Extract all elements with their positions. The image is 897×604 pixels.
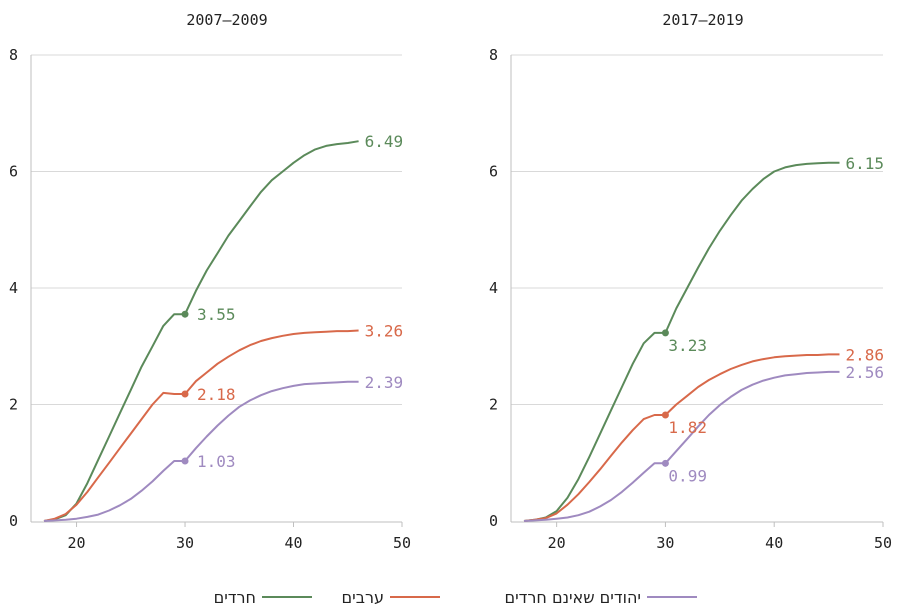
y-tick-label: 4 bbox=[9, 279, 18, 297]
legend-label-haredim: חרדים bbox=[214, 588, 256, 604]
y-tick-label: 0 bbox=[9, 512, 18, 530]
y-tick-label: 0 bbox=[489, 512, 498, 530]
legend: חרדים ערבים יהודים שאינם חרדים bbox=[214, 588, 697, 604]
series-line-arabs bbox=[43, 329, 359, 522]
x-tick-label: 20 bbox=[68, 534, 86, 552]
series-line-non-haredi-jews bbox=[43, 380, 359, 522]
point-marker-arabs bbox=[181, 390, 189, 398]
point-label-haredim: 3.55 bbox=[197, 305, 236, 324]
x-tick-label: 40 bbox=[765, 534, 783, 552]
x-tick-label: 50 bbox=[874, 534, 892, 552]
y-tick-label: 6 bbox=[489, 163, 498, 181]
point-label-arabs: 1.82 bbox=[668, 418, 707, 437]
point-marker-arabs bbox=[661, 411, 669, 419]
y-tick-label: 6 bbox=[9, 163, 18, 181]
chart-title: 2007–2009 bbox=[186, 11, 267, 29]
x-tick-label: 30 bbox=[176, 534, 194, 552]
y-tick-label: 2 bbox=[489, 396, 498, 414]
end-label-arabs: 2.86 bbox=[845, 345, 884, 364]
point-marker-haredim bbox=[661, 329, 669, 337]
end-label-arabs: 3.26 bbox=[365, 322, 404, 341]
y-tick-label: 2 bbox=[9, 396, 18, 414]
chart-title: 2017–2019 bbox=[662, 11, 743, 29]
x-tick-label: 20 bbox=[548, 534, 566, 552]
end-label-non-haredi-jews: 2.56 bbox=[845, 363, 884, 382]
series-line-non-haredi-jews bbox=[523, 370, 840, 522]
x-tick-label: 50 bbox=[393, 534, 411, 552]
series-line-haredim bbox=[523, 161, 840, 522]
point-marker-non-haredi-jews bbox=[181, 457, 189, 465]
y-tick-label: 8 bbox=[489, 46, 498, 64]
x-tick-label: 30 bbox=[656, 534, 674, 552]
y-tick-label: 8 bbox=[9, 46, 18, 64]
chart-panel-2007-2009: 2007–2009 0 2 4 6 8 20 30 40 50 3.55 2.18 1.03 6.49 3… bbox=[9, 11, 411, 552]
end-label-haredim: 6.49 bbox=[365, 132, 404, 151]
point-marker-non-haredi-jews bbox=[661, 459, 669, 467]
point-label-arabs: 2.18 bbox=[197, 385, 236, 404]
x-tick-label: 40 bbox=[284, 534, 302, 552]
series-line-haredim bbox=[43, 140, 359, 522]
y-tick-label: 4 bbox=[489, 279, 498, 297]
point-label-non-haredi-jews: 1.03 bbox=[197, 452, 236, 471]
legend-label-arabs: ערבים bbox=[342, 588, 385, 604]
end-label-non-haredi-jews: 2.39 bbox=[365, 373, 404, 392]
end-label-haredim: 6.15 bbox=[845, 154, 884, 173]
point-label-non-haredi-jews: 0.99 bbox=[668, 466, 707, 485]
point-marker-haredim bbox=[181, 310, 189, 318]
point-label-haredim: 3.23 bbox=[668, 336, 707, 355]
legend-label-non-haredi-jews: יהודים שאינם חרדים bbox=[504, 588, 641, 604]
series-line-arabs bbox=[523, 353, 840, 522]
chart-panel-2017-2019: 2017–2019 0 2 4 6 8 20 30 40 50 3.23 1.82 0.99 6.15 2… bbox=[489, 11, 892, 552]
